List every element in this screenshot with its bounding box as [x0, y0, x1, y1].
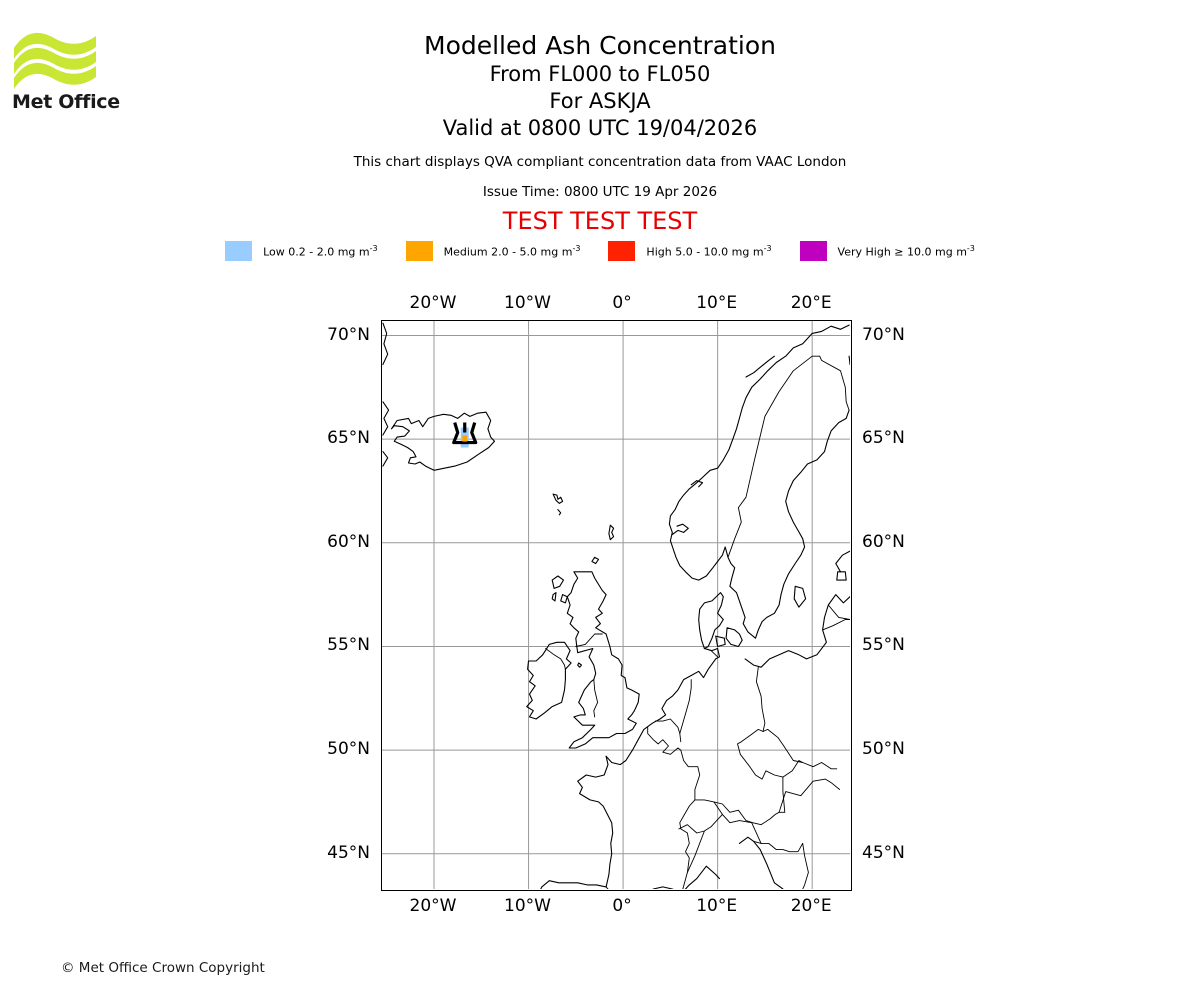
lat-tick-left-2: 60°N — [327, 531, 370, 552]
lon-tick-bottom-0: 20°W — [409, 896, 457, 916]
lon-tick-bottom-3: 10°E — [696, 896, 738, 916]
volcano-name-line: For ASKJA — [549, 89, 651, 113]
lon-tick-top-0: 20°W — [409, 293, 457, 313]
ash-core-pixel — [462, 435, 468, 442]
legend-swatch-high — [608, 241, 636, 261]
met-office-logo: Met Office — [12, 28, 132, 113]
lat-tick-left-5: 45°N — [327, 842, 370, 863]
page-title: Modelled Ash Concentration — [424, 31, 776, 60]
lon-tick-bottom-1: 10°W — [504, 896, 552, 916]
lon-tick-bottom-2: 0° — [612, 896, 632, 916]
ash-concentration-map[interactable] — [381, 320, 852, 891]
copyright-notice: © Met Office Crown Copyright — [61, 960, 265, 976]
lon-tick-bottom-4: 20°E — [790, 896, 832, 916]
legend-label-low: Low 0.2 - 2.0 mg m-3 — [263, 243, 378, 259]
chart-note: This chart displays QVA compliant concen… — [353, 154, 847, 170]
lat-tick-right-4: 50°N — [862, 739, 905, 760]
legend-swatch-medium — [405, 241, 433, 261]
lat-tick-left-0: 70°N — [327, 324, 370, 345]
lon-tick-top-3: 10°E — [696, 293, 738, 313]
met-office-waves-logo — [14, 32, 96, 89]
legend-item-medium: Medium 2.0 - 5.0 mg m-3 — [405, 241, 581, 261]
lat-tick-right-1: 65°N — [862, 428, 905, 449]
lat-tick-right-2: 60°N — [862, 531, 905, 552]
legend-label-high: High 5.0 - 10.0 mg m-3 — [646, 243, 772, 259]
graticule-lines — [382, 321, 850, 889]
concentration-legend: Low 0.2 - 2.0 mg m-3 Medium 2.0 - 5.0 mg… — [0, 241, 1200, 261]
legend-item-very-high: Very High ≥ 10.0 mg m-3 — [799, 241, 975, 261]
legend-item-high: High 5.0 - 10.0 mg m-3 — [608, 241, 772, 261]
lat-tick-right-5: 45°N — [862, 842, 905, 863]
test-banner: TEST TEST TEST — [502, 207, 698, 235]
legend-swatch-low — [225, 241, 253, 261]
volcano-icon — [452, 422, 478, 445]
flight-level-range: From FL000 to FL050 — [489, 62, 711, 86]
legend-item-low: Low 0.2 - 2.0 mg m-3 — [225, 241, 378, 261]
legend-swatch-very-high — [799, 241, 827, 261]
lon-tick-top-2: 0° — [612, 293, 632, 313]
coastlines — [382, 322, 850, 889]
lat-tick-left-1: 65°N — [327, 428, 370, 449]
lon-tick-top-1: 10°W — [504, 293, 552, 313]
map-canvas — [382, 321, 850, 889]
map-plot-area — [381, 320, 852, 891]
volcano-marker[interactable] — [452, 422, 478, 448]
met-office-wordmark: Met Office — [12, 91, 120, 113]
lon-tick-top-4: 20°E — [790, 293, 832, 313]
lat-tick-right-3: 55°N — [862, 635, 905, 656]
lat-tick-left-4: 50°N — [327, 739, 370, 760]
lat-tick-right-0: 70°N — [862, 324, 905, 345]
legend-label-very-high: Very High ≥ 10.0 mg m-3 — [837, 243, 975, 259]
legend-label-medium: Medium 2.0 - 5.0 mg m-3 — [443, 243, 581, 259]
chart-header: Modelled Ash Concentration From FL000 to… — [0, 0, 1200, 235]
lat-tick-left-3: 55°N — [327, 635, 370, 656]
valid-time: Valid at 0800 UTC 19/04/2026 — [442, 116, 758, 140]
issue-time: Issue Time: 0800 UTC 19 Apr 2026 — [482, 184, 718, 200]
